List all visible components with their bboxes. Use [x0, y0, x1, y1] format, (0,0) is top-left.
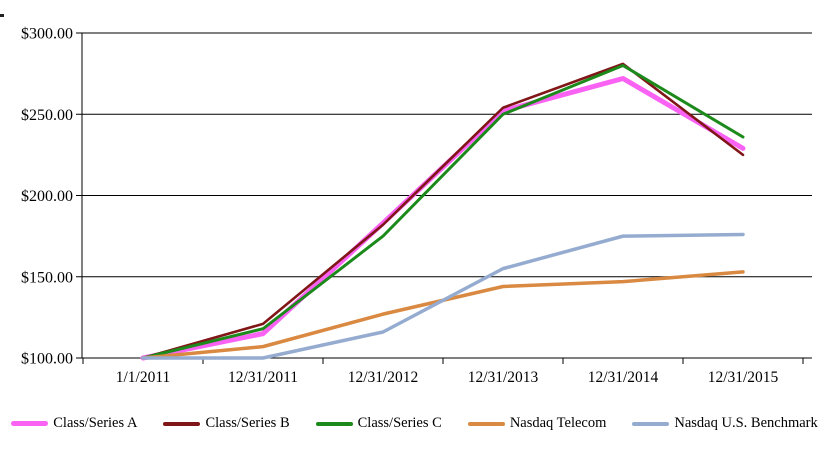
- chart-plot-area: $100.00 $150.00 $200.00 $250.00 $300.00 1/1/2…: [21, 26, 812, 386]
- series-line-class-series-b: [141, 62, 745, 360]
- y-tick-label: $100.00: [21, 351, 73, 368]
- x-tick-label: 12/31/2014: [588, 369, 659, 386]
- y-tick-label: $250.00: [21, 107, 73, 124]
- legend-swatch-class-series-b: [163, 421, 201, 426]
- edge-artifact: [0, 14, 4, 17]
- series-line-class-series-c: [141, 64, 745, 360]
- legend-label-class-series-c: Class/Series C: [357, 415, 442, 431]
- x-tick-label: 12/31/2015: [708, 369, 779, 386]
- legend-item-nasdaq-us-benchmark: Nasdaq U.S. Benchmark: [632, 415, 818, 432]
- x-tick-label: 1/1/2011: [116, 369, 171, 386]
- legend-label-nasdaq-us-benchmark: Nasdaq U.S. Benchmark: [674, 415, 818, 431]
- series-line-nasdaq-u-s-benchmark: [141, 232, 745, 360]
- legend-label-class-series-a: Class/Series A: [53, 415, 138, 431]
- x-tick-label: 12/31/2011: [228, 369, 298, 386]
- chart-legend: Class/Series A Class/Series B Class/Seri…: [0, 415, 829, 432]
- x-tick-label: 12/31/2013: [468, 369, 539, 386]
- legend-item-class-series-a: Class/Series A: [11, 415, 137, 432]
- legend-item-class-series-b: Class/Series B: [163, 415, 290, 432]
- legend-swatch-nasdaq-us-benchmark: [632, 421, 670, 426]
- legend-swatch-class-series-c: [315, 421, 353, 426]
- x-tick-label: 12/31/2012: [348, 369, 419, 386]
- legend-swatch-class-series-a: [11, 421, 49, 426]
- y-tick-label: $300.00: [21, 26, 73, 43]
- y-tick-label: $150.00: [21, 269, 73, 286]
- series-line-nasdaq-telecom: [141, 270, 745, 360]
- legend-item-nasdaq-telecom: Nasdaq Telecom: [467, 415, 607, 432]
- y-tick-label: $200.00: [21, 188, 73, 205]
- series-line-class-series-a: [140, 76, 746, 361]
- legend-item-class-series-c: Class/Series C: [315, 415, 442, 432]
- legend-swatch-nasdaq-telecom: [467, 421, 505, 426]
- legend-label-class-series-b: Class/Series B: [205, 415, 290, 431]
- legend-label-nasdaq-telecom: Nasdaq Telecom: [509, 415, 607, 431]
